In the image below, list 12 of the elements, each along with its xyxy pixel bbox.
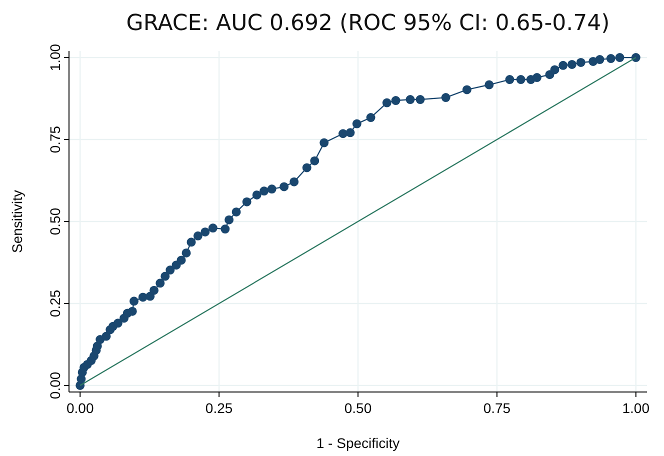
x-axis-title: 1 - Specificity <box>316 435 400 451</box>
x-tick-label: 0.25 <box>205 400 233 416</box>
x-tick-label: 1.00 <box>622 400 650 416</box>
x-tick-label: 0.75 <box>483 400 511 416</box>
y-axis-title: Sensitivity <box>9 190 25 254</box>
x-tick-label: 0.50 <box>344 400 372 416</box>
y-tick-label: 1.00 <box>47 44 63 72</box>
chart-title: GRACE: AUC 0.692 (ROC 95% CI: 0.65-0.74) <box>126 11 610 36</box>
y-tick-label: 0.50 <box>47 208 63 236</box>
y-tick-label: 0.75 <box>47 126 63 154</box>
y-tick-label: 0.25 <box>47 290 63 318</box>
x-tick-label: 0.00 <box>66 400 94 416</box>
